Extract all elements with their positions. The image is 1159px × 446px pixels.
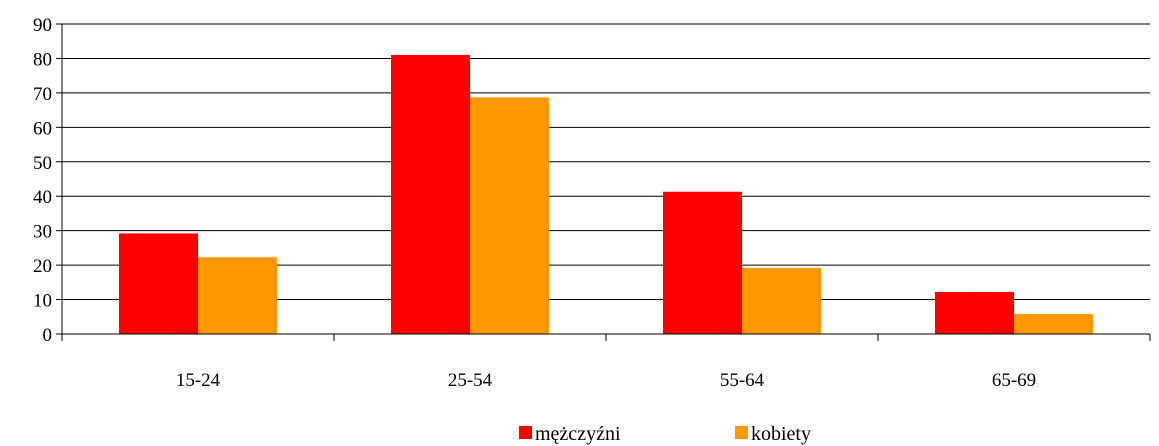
bar-55-64-series-1 — [663, 191, 742, 334]
axes — [56, 23, 1151, 341]
legend-swatch — [519, 426, 532, 439]
legend-label: mężczyźni — [535, 423, 621, 445]
x-tick-label: 55-64 — [720, 370, 765, 391]
bar-55-64-series-2 — [742, 267, 821, 334]
bar-15-24-series-1 — [119, 233, 198, 334]
y-tick-label: 60 — [33, 118, 52, 139]
legend-swatch — [735, 426, 748, 439]
bar-25-54-series-2 — [470, 97, 549, 334]
y-tick-labels: 0 10 20 30 40 50 60 70 80 90 — [33, 15, 52, 346]
x-tick-label: 65-69 — [992, 370, 1036, 391]
y-tick-label: 50 — [33, 153, 52, 174]
x-tick-labels: 15-24 25-54 55-64 65-69 — [176, 370, 1036, 391]
y-tick-label: 30 — [33, 222, 52, 243]
y-tick-label: 10 — [33, 291, 52, 312]
x-tick-label: 15-24 — [176, 370, 221, 391]
bars — [119, 55, 1093, 334]
y-tick-label: 40 — [33, 187, 52, 208]
bar-65-69-series-2 — [1014, 314, 1093, 334]
bar-15-24-series-2 — [198, 257, 277, 334]
y-tick-label: 70 — [33, 84, 52, 105]
bar-25-54-series-1 — [391, 55, 470, 334]
bar-65-69-series-1 — [935, 291, 1014, 334]
y-tick-label: 80 — [33, 49, 52, 70]
legend-label: kobiety — [751, 423, 811, 445]
y-tick-label: 20 — [33, 256, 52, 277]
legend: mężczyźni kobiety — [519, 423, 811, 445]
x-tick-label: 25-54 — [448, 370, 493, 391]
y-tick-label: 0 — [43, 325, 53, 346]
y-tick-label: 90 — [33, 15, 52, 36]
